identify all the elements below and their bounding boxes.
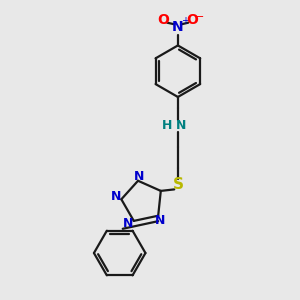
- Text: +: +: [181, 16, 188, 26]
- Text: N: N: [176, 119, 186, 132]
- Text: −: −: [195, 12, 204, 22]
- Text: N: N: [154, 214, 165, 227]
- Text: H: H: [162, 119, 172, 132]
- Text: O: O: [186, 13, 198, 27]
- Text: N: N: [134, 170, 145, 183]
- Text: N: N: [123, 217, 134, 230]
- Text: O: O: [158, 13, 170, 27]
- Text: N: N: [111, 190, 121, 203]
- Text: N: N: [172, 20, 184, 34]
- Text: S: S: [172, 177, 183, 192]
